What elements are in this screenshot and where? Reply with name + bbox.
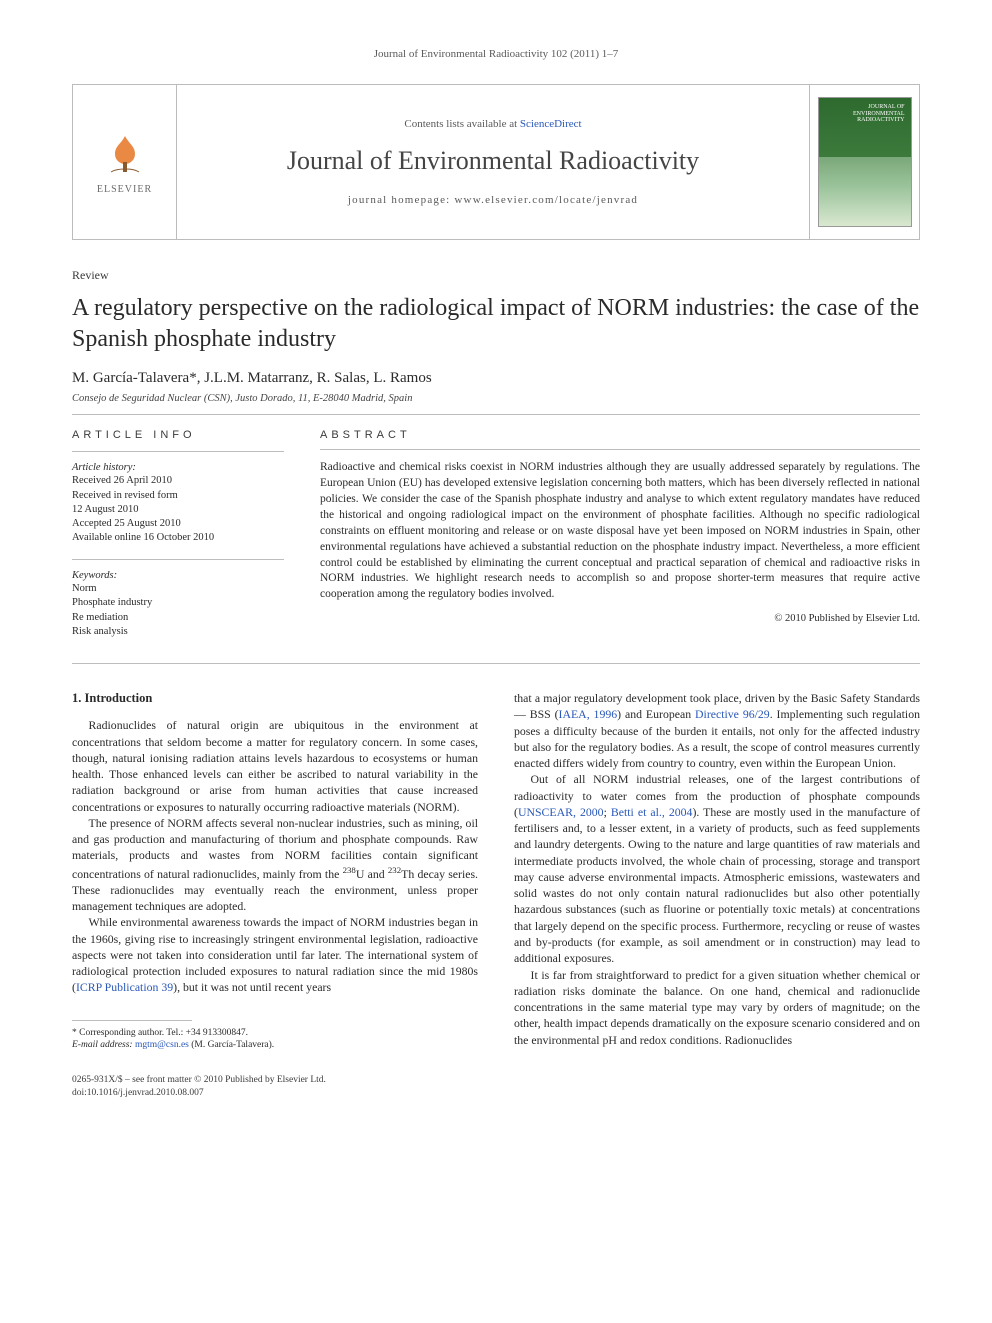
keywords-block: Keywords: Norm Phosphate industry Re med… [72, 570, 284, 639]
history-line: Available online 16 October 2010 [72, 531, 284, 545]
history-line: Received 26 April 2010 [72, 474, 284, 488]
ref-link-dir9629[interactable]: Directive 96/29 [695, 707, 770, 721]
body-two-column: 1. Introduction Radionuclides of natural… [72, 690, 920, 1052]
journal-homepage-line: journal homepage: www.elsevier.com/locat… [348, 194, 638, 206]
keyword: Re mediation [72, 611, 284, 625]
contents-prefix: Contents lists available at [404, 118, 519, 130]
homepage-prefix: journal homepage: [348, 194, 455, 206]
masthead-center: Contents lists available at ScienceDirec… [177, 85, 809, 239]
journal-masthead: ELSEVIER Contents lists available at Sci… [72, 84, 920, 240]
keyword: Phosphate industry [72, 596, 284, 610]
page-footer: 0265-931X/$ – see front matter © 2010 Pu… [72, 1074, 920, 1100]
ref-link-icrp39[interactable]: ICRP Publication 39 [76, 980, 173, 994]
section-title: Introduction [85, 691, 153, 705]
history-line: Received in revised form [72, 489, 284, 503]
info-abstract-row: ARTICLE INFO Article history: Received 2… [72, 429, 920, 653]
contents-available-line: Contents lists available at ScienceDirec… [404, 118, 581, 130]
sciencedirect-link[interactable]: ScienceDirect [520, 118, 582, 130]
running-header: Journal of Environmental Radioactivity 1… [72, 48, 920, 60]
article-title: A regulatory perspective on the radiolog… [72, 293, 920, 354]
journal-cover-block: JOURNAL OF ENVIRONMENTAL RADIOACTIVITY [809, 85, 919, 239]
section-number: 1. [72, 691, 81, 705]
history-line: 12 August 2010 [72, 503, 284, 517]
footer-issn-line: 0265-931X/$ – see front matter © 2010 Pu… [72, 1074, 920, 1087]
history-line: Accepted 25 August 2010 [72, 517, 284, 531]
divider-abstract [320, 449, 920, 450]
body-paragraph: Radionuclides of natural origin are ubiq… [72, 717, 478, 815]
keyword: Norm [72, 582, 284, 596]
article-info-heading: ARTICLE INFO [72, 429, 284, 441]
publisher-name: ELSEVIER [97, 184, 152, 195]
divider-info-2 [72, 559, 284, 560]
author-list: M. García-Talavera*, J.L.M. Matarranz, R… [72, 370, 920, 387]
author-affiliation: Consejo de Seguridad Nuclear (CSN), Just… [72, 393, 920, 404]
article-info-column: ARTICLE INFO Article history: Received 2… [72, 429, 284, 653]
body-paragraph: The presence of NORM affects several non… [72, 815, 478, 915]
article-history-block: Article history: Received 26 April 2010 … [72, 462, 284, 545]
email-paren: (M. García-Talavera). [191, 1040, 274, 1050]
section-heading-1: 1. Introduction [72, 690, 478, 707]
publisher-logo-block: ELSEVIER [73, 85, 177, 239]
footnote-corr-line: * Corresponding author. Tel.: +34 913300… [72, 1027, 478, 1040]
page: Journal of Environmental Radioactivity 1… [0, 0, 992, 1140]
abstract-heading: ABSTRACT [320, 429, 920, 441]
body-paragraph: It is far from straightforward to predic… [514, 967, 920, 1048]
footnote-separator [72, 1020, 192, 1021]
divider-info-1 [72, 451, 284, 452]
elsevier-tree-icon [101, 130, 149, 178]
body-paragraph: that a major regulatory development took… [514, 690, 920, 771]
keyword: Risk analysis [72, 625, 284, 639]
journal-name: Journal of Environmental Radioactivity [287, 146, 699, 176]
abstract-copyright: © 2010 Published by Elsevier Ltd. [320, 613, 920, 624]
keywords-label: Keywords: [72, 570, 284, 581]
cover-title-text: JOURNAL OF ENVIRONMENTAL RADIOACTIVITY [825, 104, 905, 124]
corresponding-author-footnote: * Corresponding author. Tel.: +34 913300… [72, 1027, 478, 1053]
ref-link-iaea1996[interactable]: IAEA, 1996 [559, 707, 618, 721]
abstract-text: Radioactive and chemical risks coexist i… [320, 460, 920, 603]
body-paragraph: While environmental awareness towards th… [72, 914, 478, 995]
email-label: E-mail address: [72, 1040, 133, 1050]
divider-below-abstract [72, 663, 920, 664]
ref-link-unscear2000[interactable]: UNSCEAR, 2000 [518, 805, 604, 819]
ref-link-betti2004[interactable]: Betti et al., 2004 [611, 805, 693, 819]
article-history-label: Article history: [72, 462, 284, 473]
body-paragraph: Out of all NORM industrial releases, one… [514, 771, 920, 966]
homepage-url[interactable]: www.elsevier.com/locate/jenvrad [454, 194, 638, 206]
footnote-email-line: E-mail address: mgtm@csn.es (M. García-T… [72, 1039, 478, 1052]
journal-cover-thumbnail: JOURNAL OF ENVIRONMENTAL RADIOACTIVITY [818, 97, 912, 227]
abstract-column: ABSTRACT Radioactive and chemical risks … [320, 429, 920, 653]
footer-doi-line: doi:10.1016/j.jenvrad.2010.08.007 [72, 1087, 920, 1100]
article-type: Review [72, 268, 920, 283]
divider-top [72, 414, 920, 415]
corresponding-email[interactable]: mgtm@csn.es [135, 1040, 189, 1050]
